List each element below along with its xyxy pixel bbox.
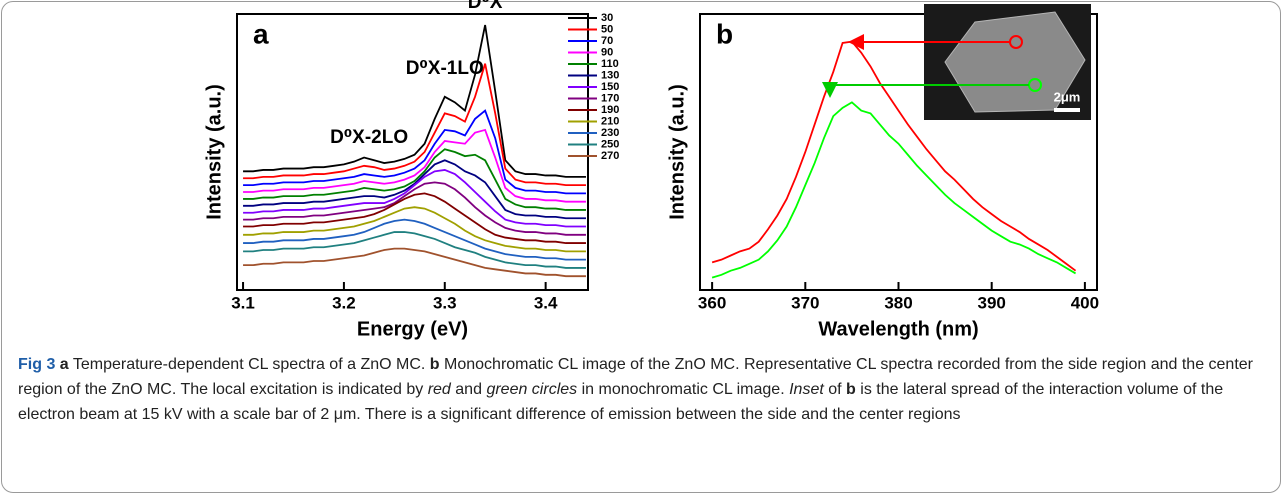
figure: 3.1 3.2 3.3 3.4 Energy (eV) Intensity (a.u.) a… (203, 0, 1099, 340)
x-tick-label: 3.4 (534, 293, 558, 312)
series-line (243, 206, 586, 253)
panel-label: b (716, 18, 733, 49)
series-line (243, 181, 586, 236)
legend-label: 130 (601, 69, 619, 81)
x-axis-label: Wavelength (nm) (818, 318, 978, 340)
legend-label: 50 (601, 23, 613, 35)
series-line (243, 159, 586, 220)
series-line (711, 40, 1077, 272)
peak-annotation: D⁰X (468, 0, 503, 13)
legend-label: 190 (601, 104, 619, 116)
legend-label: 170 (601, 92, 619, 104)
inset-image: 2μm (924, 4, 1091, 120)
x-tick-label: 3.3 (433, 293, 457, 312)
series-line (243, 63, 586, 187)
legend-label: 70 (601, 35, 613, 47)
series-line (243, 231, 586, 269)
series-line (711, 101, 1077, 279)
caption-text: and (455, 381, 482, 398)
caption-text: Inset (789, 381, 824, 398)
legend-label: 110 (601, 58, 619, 70)
legend-label: 30 (601, 12, 613, 24)
caption-text: b (846, 381, 856, 398)
x-tick-label: 3.2 (332, 293, 356, 312)
caption-label: Fig 3 (18, 356, 56, 373)
series-line (243, 247, 586, 278)
series-line (243, 218, 586, 261)
legend-label: 90 (601, 46, 613, 58)
caption-text: Temperature-dependent CL spectra of a Zn… (72, 356, 426, 373)
x-tick-label: 3.1 (231, 293, 255, 312)
legend-label: 150 (601, 81, 619, 93)
series-line (243, 169, 586, 228)
series-line (243, 109, 586, 195)
caption-text: in monochromatic CL image. (581, 381, 785, 398)
peak-annotation: D⁰X-2LO (330, 127, 408, 148)
legend-label: 210 (601, 115, 619, 127)
scale-bar-label: 2μm (1054, 89, 1081, 104)
series-line (243, 128, 586, 203)
x-tick-label: 390 (978, 293, 1006, 312)
panel-label: a (253, 18, 269, 49)
caption-text: Monochromatic CL image of the ZnO MC. Re… (18, 356, 1253, 398)
caption-text: is the lateral spread of the interaction… (18, 381, 1224, 423)
caption: Fig 3 a Temperature-dependent CL spectra… (18, 352, 1268, 427)
x-axis-label: Energy (eV) (357, 318, 468, 340)
x-tick-label: 370 (791, 293, 819, 312)
x-tick-label: 380 (884, 293, 912, 312)
caption-text: green circles (486, 381, 578, 398)
x-tick-label: 360 (698, 293, 726, 312)
peak-annotation: D⁰X-1LO (406, 58, 484, 79)
caption-text: of (828, 381, 842, 398)
y-axis-label: Intensity (a.u.) (666, 84, 688, 220)
legend-label: 270 (601, 150, 619, 162)
series-line (243, 24, 586, 178)
caption-text: red (427, 381, 451, 398)
y-axis-label: Intensity (a.u.) (203, 84, 225, 220)
green-arrow (822, 82, 1029, 98)
legend-label: 230 (601, 127, 619, 139)
series-line (243, 148, 586, 211)
caption-text: b (429, 356, 440, 373)
plot-frame (236, 13, 589, 291)
x-tick-label: 400 (1071, 293, 1099, 312)
caption-text: a (59, 356, 69, 373)
series-line (243, 192, 586, 244)
legend-label: 250 (601, 138, 619, 150)
